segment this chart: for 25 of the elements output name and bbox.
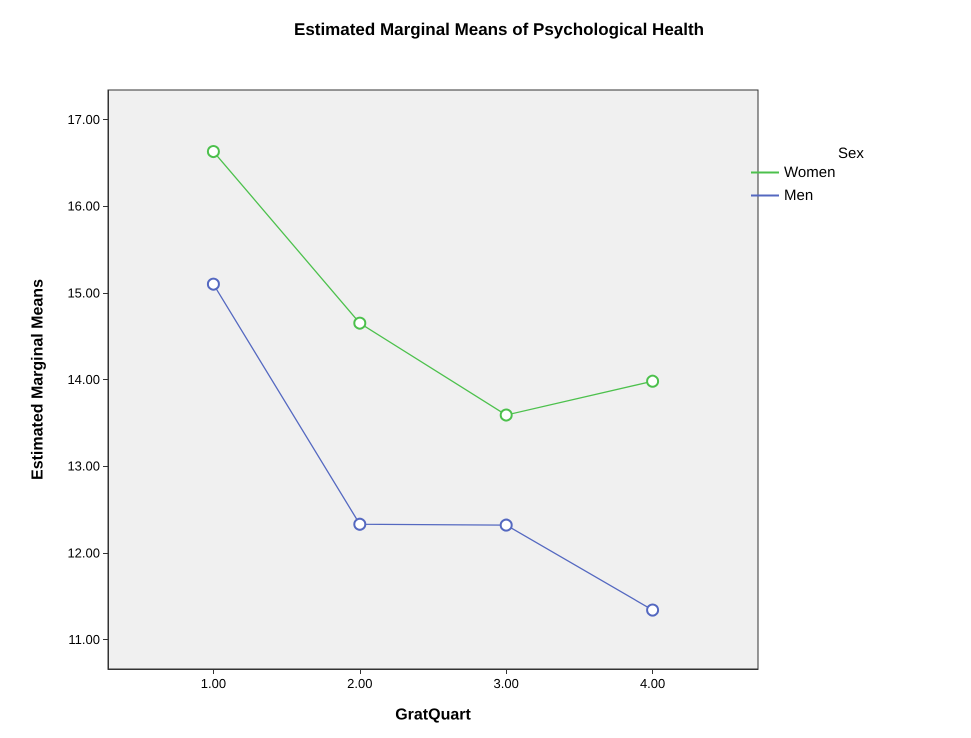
y-tick-label: 16.00 bbox=[67, 198, 100, 214]
x-axis-title: GratQuart bbox=[395, 706, 472, 724]
legend-title: Sex bbox=[838, 145, 864, 162]
y-tick-label: 15.00 bbox=[67, 285, 100, 300]
point bbox=[353, 518, 366, 531]
chart-title: Estimated Marginal Means of Psychological Health bbox=[294, 20, 704, 39]
x-tick-label: 3.00 bbox=[494, 676, 519, 691]
legend-label: Women bbox=[784, 164, 836, 181]
point bbox=[353, 316, 366, 330]
point bbox=[646, 374, 660, 388]
point bbox=[500, 518, 513, 532]
x-tick-label: 1.00 bbox=[200, 676, 226, 691]
point bbox=[206, 278, 220, 291]
y-tick-label: 17.00 bbox=[67, 112, 100, 127]
y-tick-label: 13.00 bbox=[67, 458, 100, 474]
y-axis-title: Estimated Marginal Means bbox=[30, 278, 46, 480]
y-tick-label: 12.00 bbox=[67, 545, 100, 560]
y-tick-label: 11.00 bbox=[68, 632, 100, 648]
legend-label: Men bbox=[784, 187, 814, 204]
x-tick-label: 2.00 bbox=[347, 676, 372, 691]
x-tick-label: 4.00 bbox=[640, 676, 666, 691]
point bbox=[646, 604, 660, 617]
y-tick-label: 14.00 bbox=[67, 372, 100, 387]
point bbox=[206, 145, 220, 158]
point bbox=[500, 408, 513, 422]
